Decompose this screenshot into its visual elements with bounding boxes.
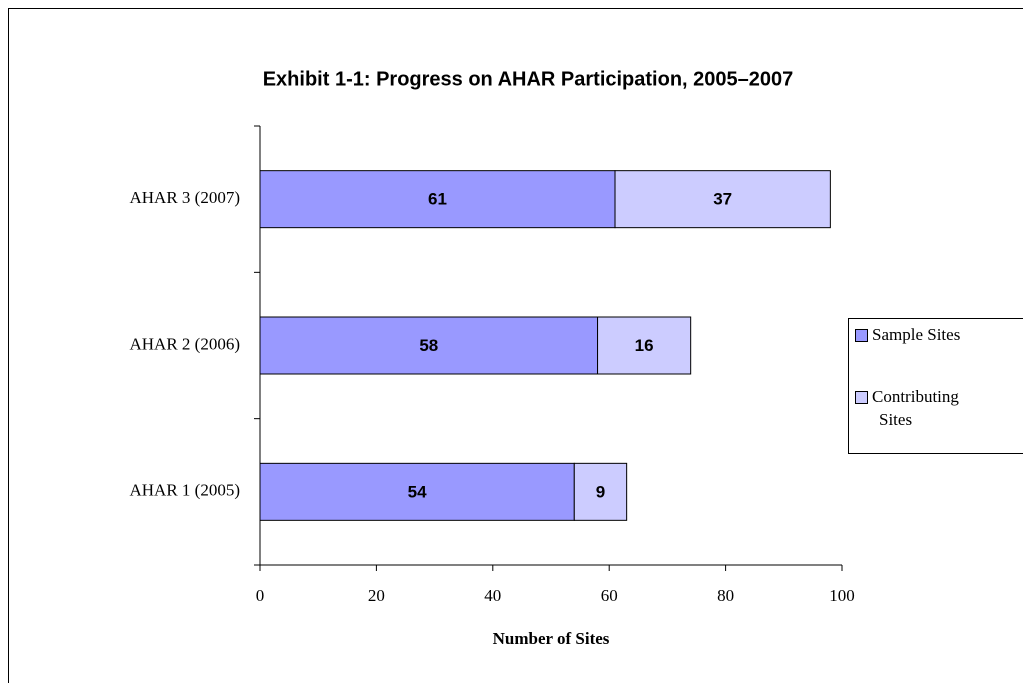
data-label: 54 (408, 482, 427, 501)
bar-segment (573, 462, 628, 521)
legend-label: Sample Sites (872, 325, 960, 344)
legend-swatch (855, 329, 868, 342)
x-tick-label: 0 (256, 586, 265, 605)
data-label: 9 (596, 482, 605, 501)
chart-title: Exhibit 1-1: Progress on AHAR Participat… (263, 68, 794, 90)
data-label: 61 (428, 190, 447, 209)
x-axis-title: Number of Sites (493, 629, 610, 648)
legend-label: Contributing Sites (872, 387, 959, 429)
frame (8, 8, 1023, 683)
x-tick-label: 80 (717, 586, 734, 605)
x-tick-label: 40 (484, 586, 501, 605)
y-tick-label: AHAR 3 (2007) (130, 188, 241, 207)
bar-segment (259, 462, 575, 521)
data-label: 58 (419, 336, 438, 355)
y-tick-label: AHAR 1 (2005) (130, 481, 241, 500)
data-label: 37 (713, 190, 732, 209)
legend-box (848, 318, 1023, 454)
bar-segment (259, 316, 599, 375)
legend-swatch (855, 391, 868, 404)
x-tick-label: 60 (601, 586, 618, 605)
x-tick-label: 100 (829, 586, 855, 605)
bar-segment (614, 170, 831, 229)
y-tick-label: AHAR 2 (2006) (130, 334, 241, 353)
x-tick-label: 20 (368, 586, 385, 605)
bar-segment (597, 316, 692, 375)
data-label: 16 (635, 336, 654, 355)
